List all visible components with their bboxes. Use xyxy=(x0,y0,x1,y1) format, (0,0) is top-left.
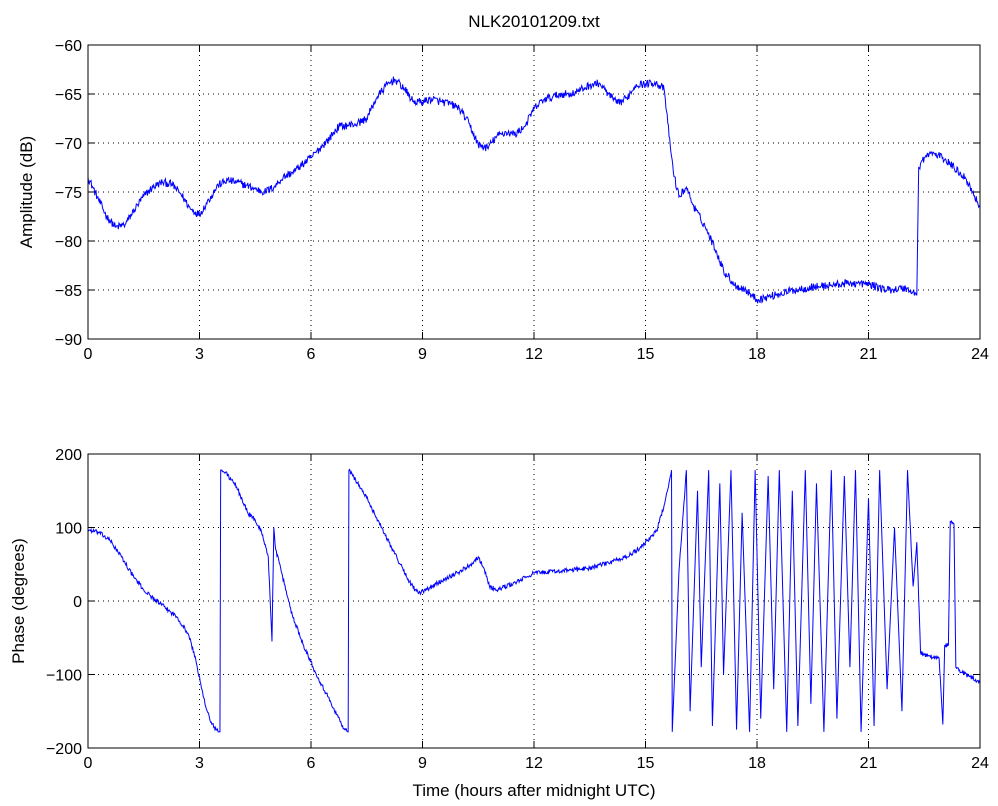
x-tick-label: 18 xyxy=(748,755,766,772)
x-tick-label: 18 xyxy=(748,346,766,363)
x-tick-label: 12 xyxy=(525,346,543,363)
y-tick-label: 0 xyxy=(73,594,82,611)
y-axis-label: Phase (degrees) xyxy=(9,538,28,664)
x-tick-label: 6 xyxy=(307,755,316,772)
x-axis-label: Time (hours after midnight UTC) xyxy=(412,781,655,800)
y-tick-label: −200 xyxy=(46,741,82,758)
x-tick-label: 24 xyxy=(971,346,989,363)
y-tick-label: 100 xyxy=(55,521,82,538)
y-tick-label: 200 xyxy=(55,447,82,464)
x-tick-label: 12 xyxy=(525,755,543,772)
y-tick-label: −80 xyxy=(55,234,82,251)
y-tick-label: −65 xyxy=(55,87,82,104)
y-tick-label: −60 xyxy=(55,38,82,55)
x-tick-label: 0 xyxy=(84,346,93,363)
amplitude-panel: NLK20101209.txt Amplitude (dB) 0 3 6 9 12 15 1… xyxy=(17,12,989,363)
y-tick-label: −90 xyxy=(55,332,82,349)
x-tick-label: 24 xyxy=(971,755,989,772)
y-tick-label: −70 xyxy=(55,136,82,153)
x-tick-label: 6 xyxy=(307,346,316,363)
chart-title: NLK20101209.txt xyxy=(468,12,600,31)
series-line xyxy=(87,468,981,733)
y-axis-label: Amplitude (dB) xyxy=(17,136,36,248)
x-tick-label: 3 xyxy=(195,755,204,772)
x-tick-label: 9 xyxy=(418,346,427,363)
x-tick-label: 15 xyxy=(637,755,655,772)
phase-panel: Phase (degrees) Time (hours after midnig… xyxy=(9,447,989,800)
series-line xyxy=(87,76,981,304)
x-tick-label: 0 xyxy=(84,755,93,772)
y-tick-label: −100 xyxy=(46,668,82,685)
y-tick-label: −85 xyxy=(55,283,82,300)
x-tick-label: 3 xyxy=(195,346,204,363)
x-tick-label: 9 xyxy=(418,755,427,772)
x-tick-label: 21 xyxy=(860,346,878,363)
x-tick-label: 21 xyxy=(860,755,878,772)
x-tick-label: 15 xyxy=(637,346,655,363)
y-tick-label: −75 xyxy=(55,185,82,202)
